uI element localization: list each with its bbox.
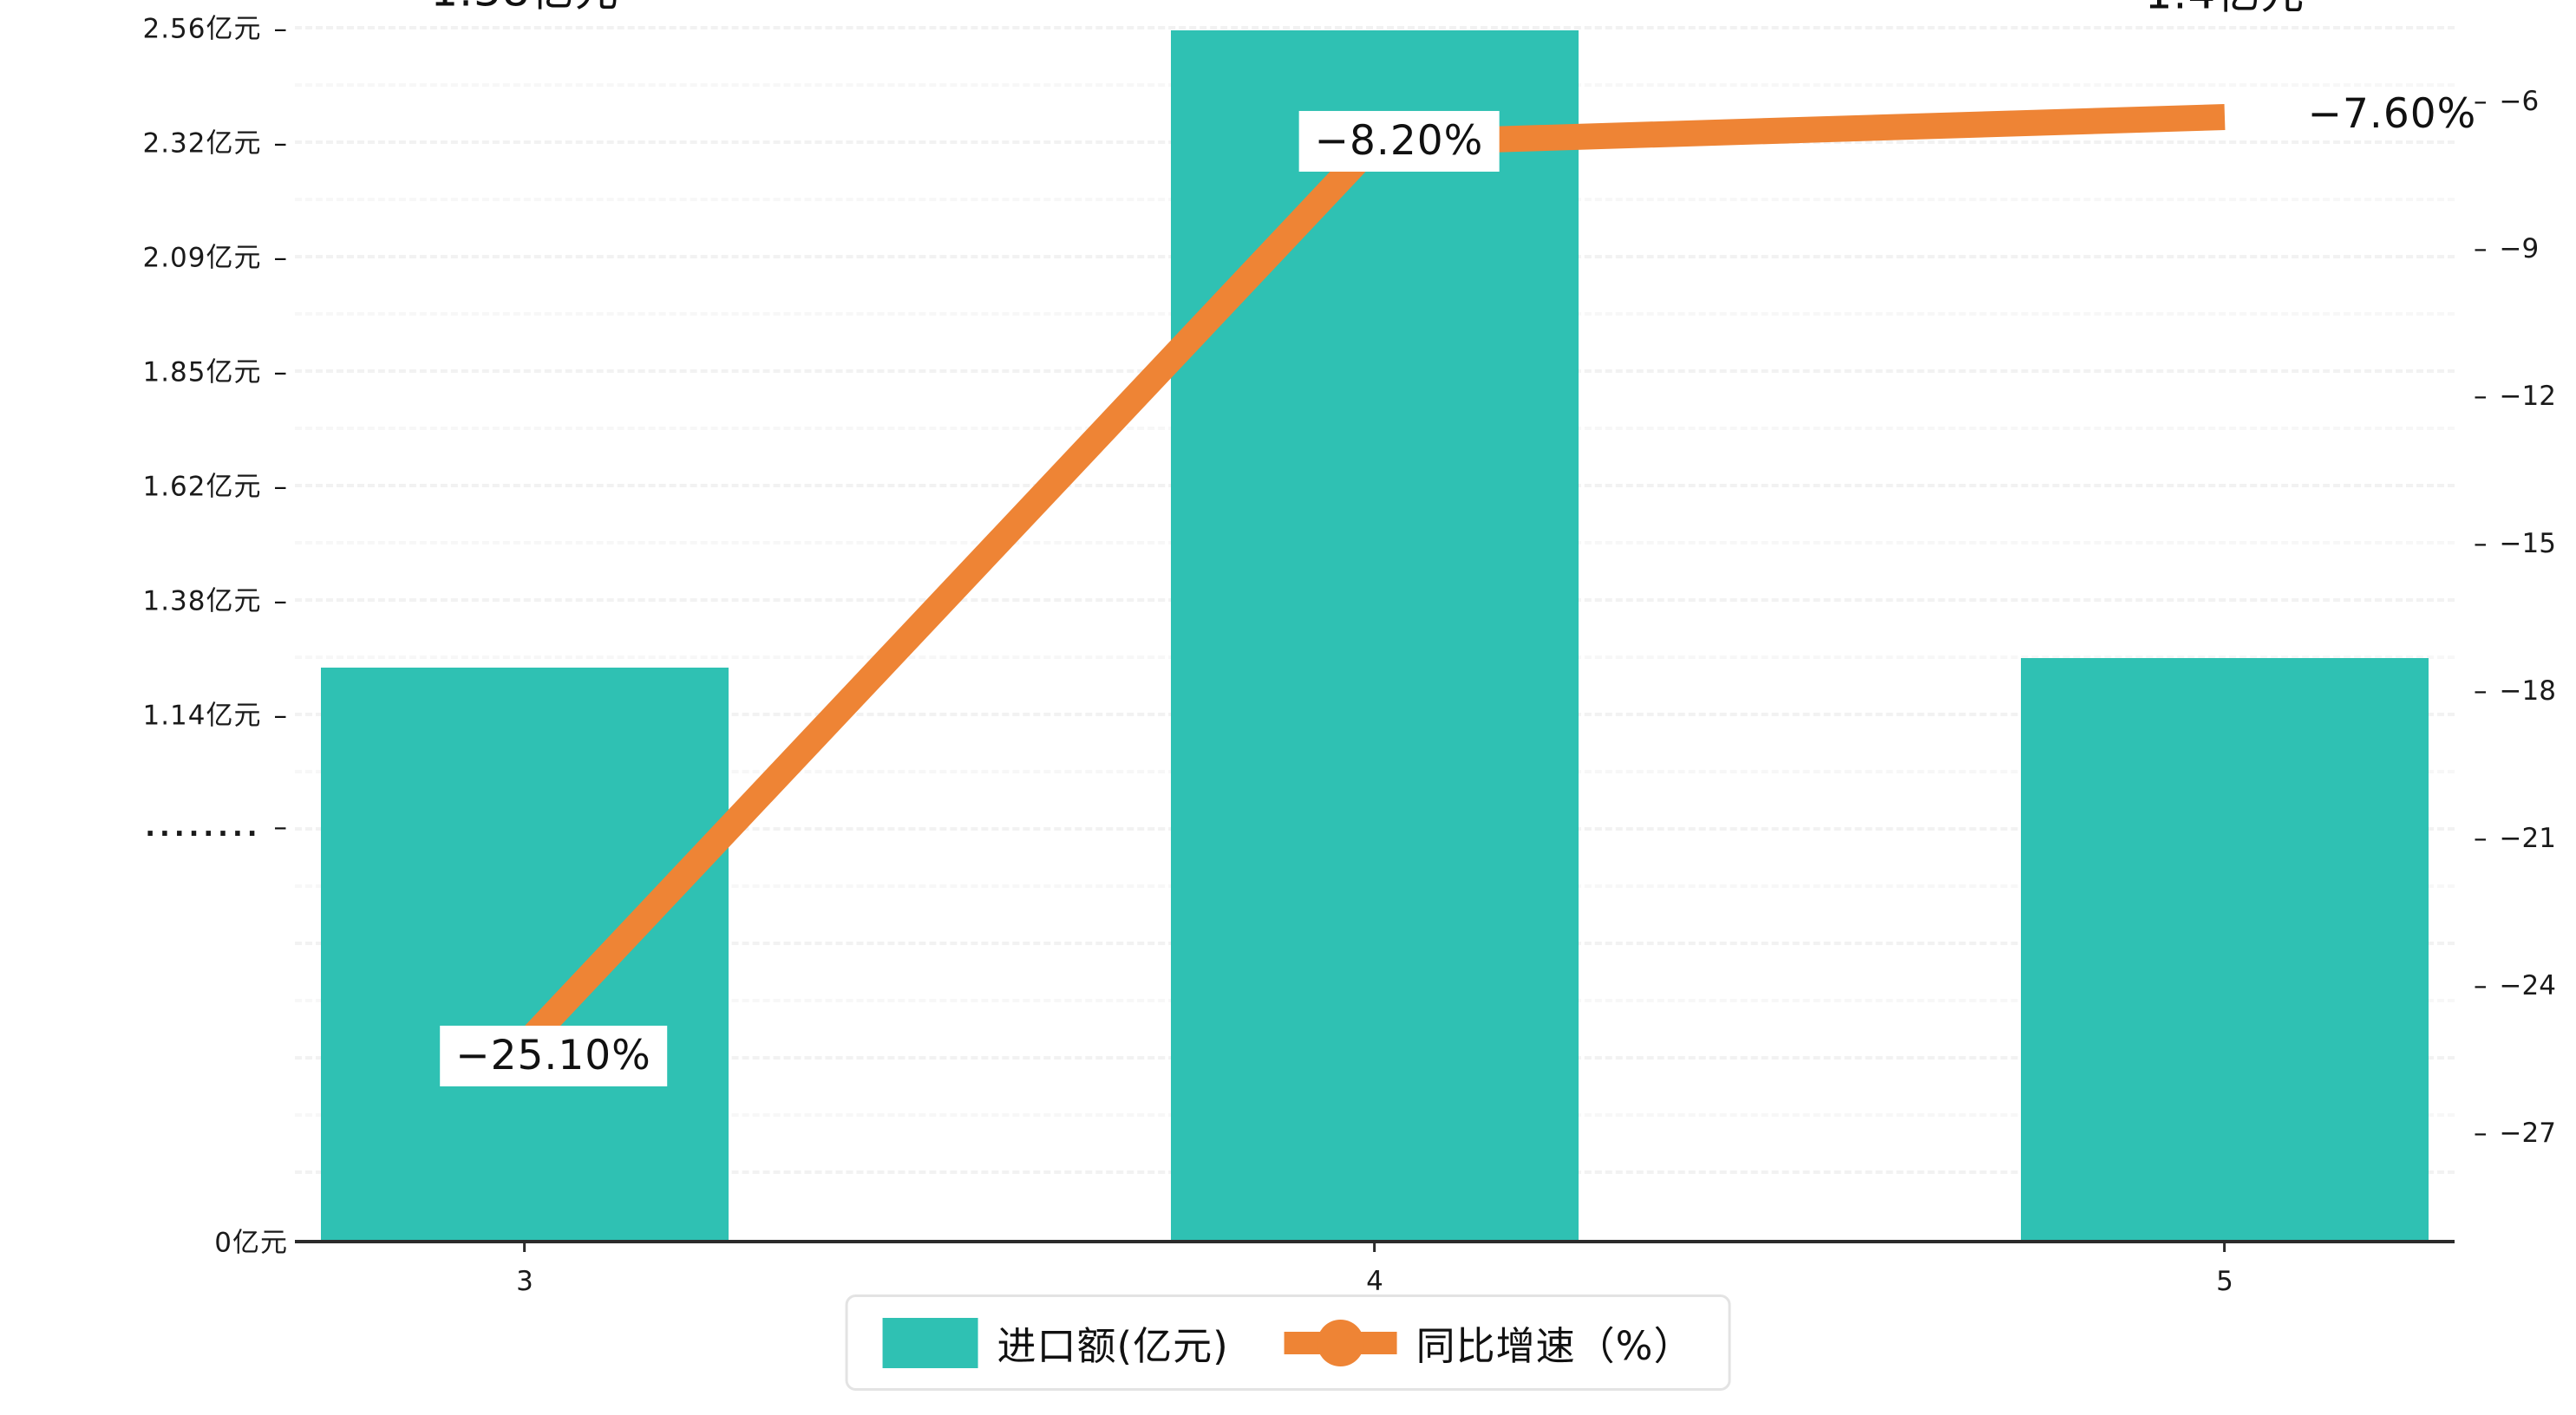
y-axis-left-tick-label: 1.38亿元 <box>142 585 262 617</box>
y-axis-left-tick-2-32: 2.32亿元 – <box>142 121 288 160</box>
y-axis-left-tick-label: 1.85亿元 <box>142 356 262 388</box>
y-axis-right-tick-label: −12 <box>2499 381 2556 412</box>
x-tick-1: 4 <box>1366 1240 1383 1297</box>
x-tick-label: 5 <box>2216 1266 2233 1297</box>
y-axis-left-tick-label: ........ <box>145 812 262 843</box>
y-axis-right-tick-label: −24 <box>2499 970 2556 1001</box>
line-value-label-4: −8.20% <box>1298 110 1500 173</box>
bar-category-3[interactable] <box>321 668 729 1240</box>
x-tick-mark-icon <box>2223 1240 2226 1252</box>
y-axis-right-tick-label: −9 <box>2499 233 2540 264</box>
tick-dash-icon: – <box>273 356 288 388</box>
tick-dash-icon: – <box>2474 1118 2488 1149</box>
bar-category-4[interactable] <box>1171 30 1579 1240</box>
y-axis-left-tick-2-56: 2.56亿元 – <box>142 7 288 46</box>
y-axis-left-tick-1-85: 1.85亿元 – <box>142 350 288 389</box>
line-value-label-3: −25.10% <box>440 1025 667 1087</box>
tick-dash-icon: – <box>2474 233 2488 264</box>
tick-dash-icon: – <box>2474 675 2488 707</box>
y-axis-left-tick-masked: ........ – <box>145 812 288 843</box>
y-axis-right-tick-neg24: – −24 <box>2474 970 2556 1001</box>
y-axis-left-tick-label: 0亿元 <box>214 1227 288 1259</box>
bar-value-label-5: 1.4亿元 <box>2132 0 2318 23</box>
y-axis-right-tick-neg18: – −18 <box>2474 675 2556 707</box>
bar-category-5[interactable] <box>2021 658 2429 1240</box>
y-axis-right-tick-neg21: – −21 <box>2474 823 2556 854</box>
tick-dash-icon: – <box>2474 528 2488 559</box>
tick-dash-icon: – <box>2474 381 2488 412</box>
x-tick-label: 4 <box>1366 1266 1383 1297</box>
y-axis-left-tick-label: 2.32亿元 <box>142 127 262 160</box>
plot-area: 3 4 5 1.38亿元 2.56亿元 1.4亿元 −25.10% −8.20%… <box>295 0 2475 1297</box>
x-axis-ticks: 3 4 5 <box>295 1240 2455 1344</box>
y-axis-left-tick-label: 2.56亿元 <box>142 13 262 45</box>
tick-dash-icon: – <box>273 13 288 45</box>
y-axis-right-tick-label: −21 <box>2499 823 2556 854</box>
y-axis-left-tick-1-14: 1.14亿元 – <box>142 694 288 733</box>
x-tick-label: 3 <box>516 1266 533 1297</box>
tick-dash-icon: – <box>273 242 288 274</box>
line-marker-icon <box>1317 1319 1364 1366</box>
tick-dash-icon: – <box>273 127 288 160</box>
line-swatch-icon <box>1284 1319 1397 1366</box>
legend-item-label: 同比增速（%） <box>1415 1323 1694 1369</box>
y-axis-left-tick-label: 2.09亿元 <box>142 242 262 274</box>
line-value-label-5: −7.60% <box>2307 89 2477 138</box>
y-axis-right-tick-neg6: – −6 <box>2474 86 2539 117</box>
y-axis-right-tick-neg15: – −15 <box>2474 528 2556 559</box>
y-axis-right-tick-label: −18 <box>2499 675 2556 707</box>
y-axis-left-tick-1-62: 1.62亿元 – <box>142 465 288 504</box>
x-tick-mark-icon <box>523 1240 526 1252</box>
x-tick-2: 5 <box>2216 1240 2233 1297</box>
y-axis-right-tick-label: −27 <box>2499 1118 2556 1149</box>
y-axis-right-tick-neg12: – −12 <box>2474 381 2556 412</box>
bar-value-label-3: 1.38亿元 <box>418 0 631 20</box>
tick-dash-icon: – <box>2474 823 2488 854</box>
legend-item-label: 进口额(亿元) <box>997 1323 1229 1369</box>
y-axis-right-tick-neg27: – −27 <box>2474 1118 2556 1149</box>
chart-legend: 进口额(亿元) 同比增速（%） <box>845 1294 1731 1391</box>
tick-dash-icon: – <box>2474 970 2488 1001</box>
y-axis-left-tick-label: 1.14亿元 <box>142 700 262 732</box>
tick-dash-icon: – <box>273 471 288 503</box>
y-axis-left-tick-2-09: 2.09亿元 – <box>142 236 288 275</box>
bar-swatch-icon <box>882 1317 978 1368</box>
tick-dash-icon: – <box>273 585 288 617</box>
y-axis-left-tick-label: 1.62亿元 <box>142 471 262 503</box>
y-axis-right-tick-label: −15 <box>2499 528 2556 559</box>
y-axis-right-tick-neg9: – −9 <box>2474 233 2539 264</box>
tick-dash-icon: – <box>273 812 288 843</box>
y-axis-right-tick-label: −6 <box>2499 86 2540 117</box>
tick-dash-icon: – <box>273 700 288 732</box>
y-axis-left-tick-1-38: 1.38亿元 – <box>142 579 288 618</box>
y-axis-left-tick-0: 0亿元 <box>214 1221 288 1260</box>
gridline-major <box>295 26 2455 29</box>
legend-item-growth-rate[interactable]: 同比增速（%） <box>1284 1314 1694 1371</box>
x-tick-mark-icon <box>1373 1240 1376 1252</box>
x-tick-0: 3 <box>516 1240 533 1297</box>
tick-dash-icon: – <box>2474 86 2488 117</box>
legend-item-import-amount[interactable]: 进口额(亿元) <box>882 1314 1229 1371</box>
